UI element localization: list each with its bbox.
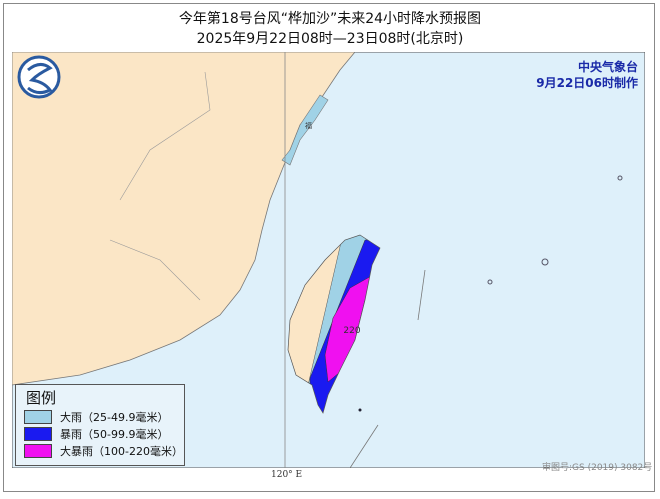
rain-band-coast (281, 94, 329, 166)
outer-frame (3, 3, 655, 492)
map-subtitle: 2025年9月22日08时—23日08时(北京时) (196, 31, 464, 47)
city-label: 福 (305, 121, 312, 130)
cma-logo-icon (17, 55, 61, 99)
issuer-name: 中央气象台 (577, 60, 638, 74)
legend-item-rainstorm: 暴雨（50-99.9毫米） (24, 425, 184, 442)
legend: 图例 大雨（25-49.9毫米） 暴雨（50-99.9毫米） 大暴雨（100-2… (15, 384, 185, 466)
boundary-line (417, 269, 426, 321)
mainland (12, 52, 356, 386)
boundary-line (349, 424, 379, 468)
legend-item-heavy-rainstorm: 大暴雨（100-220毫米） (24, 442, 184, 459)
legend-item-heavy-rain: 大雨（25-49.9毫米） (24, 408, 184, 425)
province-border (109, 71, 211, 301)
approval-number: 审图号:GS (2019) 3082号 (542, 463, 653, 473)
legend-title: 图例 (26, 389, 57, 407)
issue-time: 9月22日06时制作 (536, 76, 638, 90)
max-rain-label: 220 (343, 326, 360, 336)
map-title: 今年第18号台风“桦加沙”未来24小时降水预报图 (178, 11, 482, 27)
longitude-label: 120° E (271, 470, 303, 480)
